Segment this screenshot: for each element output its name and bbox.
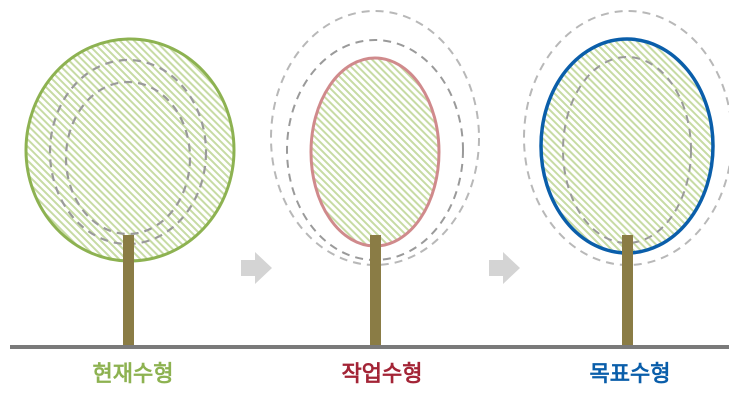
- target-dashed-inner: [562, 56, 692, 244]
- caption-current-form: 현재수형: [92, 362, 174, 387]
- work-canopy: [309, 56, 441, 248]
- caption-work-form: 작업수형: [341, 362, 423, 387]
- work-trunk: [370, 235, 381, 346]
- ground-line: [10, 345, 729, 349]
- target-tree: [523, 10, 729, 346]
- arrow-right-icon: [489, 252, 520, 284]
- current-tree: [24, 37, 236, 346]
- current-trunk: [123, 235, 134, 346]
- target-trunk: [622, 235, 633, 346]
- work-tree: [270, 10, 480, 346]
- target-canopy: [539, 37, 715, 255]
- current-dashed-inner: [64, 80, 192, 236]
- work-dashed-outer: [270, 10, 480, 266]
- current-canopy: [24, 37, 236, 263]
- caption-target-form: 목표수형: [589, 362, 671, 387]
- arrow-right-icon: [241, 252, 272, 284]
